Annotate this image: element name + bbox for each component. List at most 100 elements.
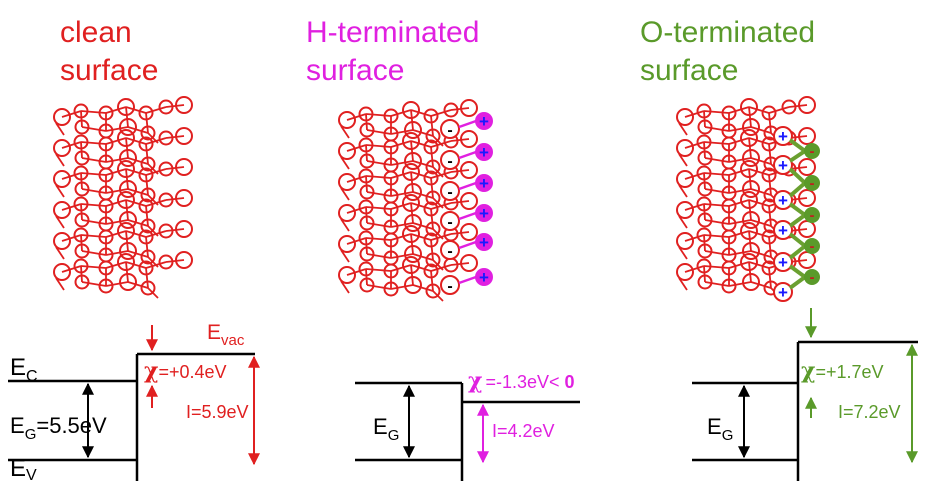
lattice-bond	[703, 110, 730, 114]
lattice-bond	[430, 177, 434, 199]
lattice-bond	[704, 126, 730, 132]
plus-charge-sign: +	[479, 112, 489, 131]
lattice-bond	[684, 203, 705, 211]
hydrogen-atom	[475, 204, 493, 222]
lattice-bond	[80, 234, 107, 238]
lattice-bond	[80, 141, 107, 145]
lattice-bond	[703, 265, 730, 269]
lattice-bond	[750, 219, 772, 227]
minus-charge-sign: -	[447, 122, 452, 139]
lattice-bond	[55, 122, 65, 136]
clean-ev-label: EV	[10, 455, 37, 481]
lattice-bond	[365, 206, 368, 224]
lattice-bond	[768, 106, 790, 114]
lattice-bond	[346, 175, 367, 183]
lattice-bond	[340, 156, 350, 170]
lattice-bond	[365, 144, 368, 162]
lattice-bond	[125, 261, 129, 283]
lattice-bond	[125, 168, 129, 190]
lattice-bond	[55, 277, 65, 291]
lattice-bond	[105, 199, 127, 207]
lattice-bond	[432, 290, 444, 302]
c-o-bond	[788, 138, 807, 153]
o-title-line2: surface	[640, 54, 739, 87]
lattice-atom	[338, 111, 356, 129]
lattice-bond	[365, 175, 368, 193]
minus-charge-sign: -	[447, 184, 452, 201]
lattice-bond	[728, 281, 752, 287]
lattice-bond	[410, 171, 432, 179]
lattice-bond	[390, 202, 412, 210]
lattice-bond	[390, 109, 412, 117]
lattice-bond	[55, 184, 65, 198]
lattice-atom	[338, 235, 356, 253]
lattice-bond	[105, 168, 127, 176]
lattice-bond	[105, 250, 129, 256]
h-band-diagram: EG χ =-1.3eV< 0 I=4.2eV	[355, 368, 580, 481]
lattice-bond	[748, 230, 770, 238]
lattice-bond	[748, 261, 752, 283]
lattice-bond	[105, 281, 129, 287]
clean-ec-label: EC	[10, 354, 38, 385]
lattice-bond	[788, 104, 808, 108]
lattice-bond	[430, 140, 452, 148]
lattice-bond	[768, 174, 772, 196]
plus-charge-sign: +	[778, 253, 788, 272]
lattice-bond	[728, 188, 752, 194]
hydrogen-terminations: - + - + - + - + - + - +	[440, 112, 493, 295]
lattice-bond	[410, 264, 414, 286]
minus-charge-sign: -	[810, 143, 815, 160]
lattice-bond	[366, 129, 392, 135]
minus-charge-sign: -	[810, 175, 815, 192]
lattice-bond	[450, 107, 470, 111]
oxygen-atom	[804, 238, 820, 254]
lattice-bond	[145, 174, 149, 196]
lattice-bond	[750, 281, 772, 289]
lattice-bond	[145, 230, 167, 238]
o-eg-label: EG	[707, 414, 733, 444]
lattice-bond	[703, 141, 706, 159]
lattice-atom	[676, 263, 694, 281]
plus-charge-sign: +	[479, 233, 489, 252]
lattice-bond	[145, 199, 167, 207]
lattice-bond	[145, 168, 167, 176]
lattice-bond	[366, 253, 392, 259]
lattice-bond	[80, 265, 107, 269]
lattice-bond	[165, 166, 185, 170]
lattice-bond	[105, 188, 129, 194]
lattice-bond	[365, 268, 368, 286]
lattice-atom	[53, 139, 71, 157]
lattice-bond	[165, 104, 185, 108]
lattice-bond	[750, 126, 772, 134]
lattice-bond	[105, 219, 129, 225]
lattice-bond	[410, 264, 432, 272]
lattice-bond	[365, 113, 392, 117]
lattice-bond	[430, 239, 434, 261]
lattice-bond	[340, 125, 350, 139]
lattice-bond	[365, 237, 368, 255]
lattice-atom	[338, 173, 356, 191]
lattice-bond	[410, 202, 414, 224]
o-band-diagram: EG χ=+1.7eV I=7.2eV	[692, 308, 918, 481]
lattice-bond	[80, 265, 83, 283]
minus-charge-sign: -	[447, 214, 452, 231]
lattice-bond	[430, 270, 434, 292]
lattice-bond	[768, 236, 772, 258]
lattice-bond	[145, 261, 167, 269]
lattice-bond	[80, 203, 107, 207]
lattice-bond	[125, 137, 147, 145]
lattice-bond	[748, 199, 752, 221]
lattice-bond	[748, 230, 752, 252]
lattice-bond	[704, 250, 730, 256]
lattice-bond	[450, 231, 470, 235]
lattice-bond	[365, 175, 392, 179]
c-o-bond	[788, 232, 807, 248]
lattice-bond	[748, 137, 752, 159]
lattice-atom	[53, 108, 71, 126]
lattice-bond	[728, 199, 750, 207]
lattice-bond	[390, 160, 414, 166]
lattice-bond	[748, 199, 770, 207]
lattice-bond	[704, 219, 730, 225]
lattice-bond	[340, 280, 350, 294]
lattice-bond	[81, 219, 107, 225]
